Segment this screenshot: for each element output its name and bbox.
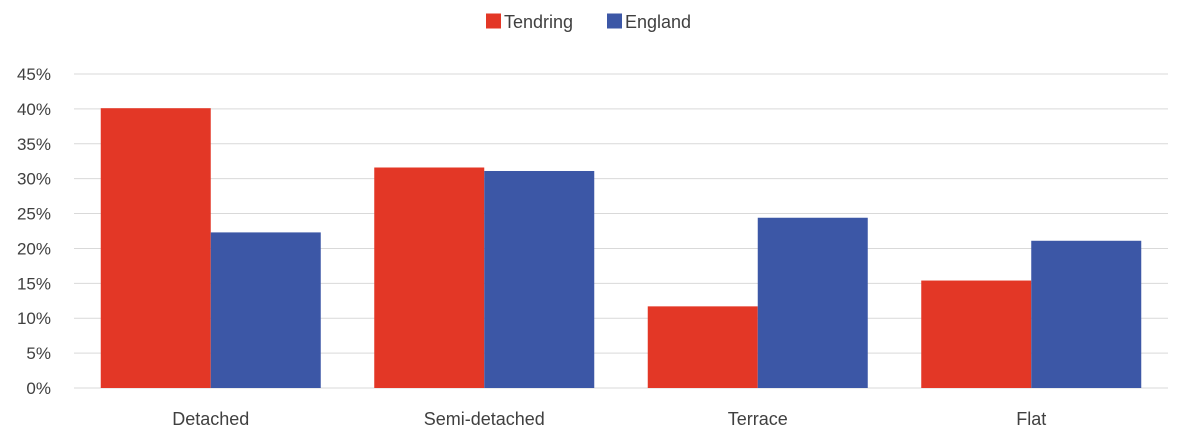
bar-england-flat — [1031, 240, 1142, 388]
y-tick-label: 35% — [17, 135, 51, 154]
bars — [100, 108, 1142, 389]
y-tick-label: 20% — [17, 239, 51, 258]
legend-swatch — [607, 13, 622, 29]
legend-item-tendring: Tendring — [486, 12, 573, 32]
y-tick-label: 0% — [26, 379, 51, 398]
x-axis-tick-labels: Detached Semi-detached Terrace Flat — [172, 409, 1046, 429]
legend: Tendring England — [486, 12, 691, 32]
y-tick-label: 40% — [17, 100, 51, 119]
legend-label: England — [625, 12, 691, 32]
legend-item-england: England — [607, 12, 691, 32]
y-axis-tick-labels: 0% 5% 10% 15% 20% 25% 30% 35% 40% 45% — [17, 65, 51, 398]
y-tick-label: 25% — [17, 205, 51, 224]
bar-england-semi-detached — [484, 170, 595, 388]
y-tick-label: 30% — [17, 170, 51, 189]
y-tick-label: 5% — [26, 344, 51, 363]
x-tick-label: Flat — [1016, 409, 1046, 429]
legend-label: Tendring — [504, 12, 573, 32]
bar-tendring-terrace — [647, 306, 758, 388]
y-tick-label: 10% — [17, 309, 51, 328]
bar-england-detached — [210, 232, 321, 388]
y-tick-label: 15% — [17, 274, 51, 293]
y-tick-label: 45% — [17, 65, 51, 84]
x-tick-label: Terrace — [728, 409, 788, 429]
bar-tendring-detached — [100, 108, 211, 389]
legend-swatch — [486, 13, 501, 29]
bar-england-terrace — [757, 217, 868, 388]
bar-tendring-semi-detached — [374, 167, 485, 388]
x-tick-label: Semi-detached — [424, 409, 545, 429]
bar-tendring-flat — [921, 280, 1032, 388]
x-tick-label: Detached — [172, 409, 249, 429]
